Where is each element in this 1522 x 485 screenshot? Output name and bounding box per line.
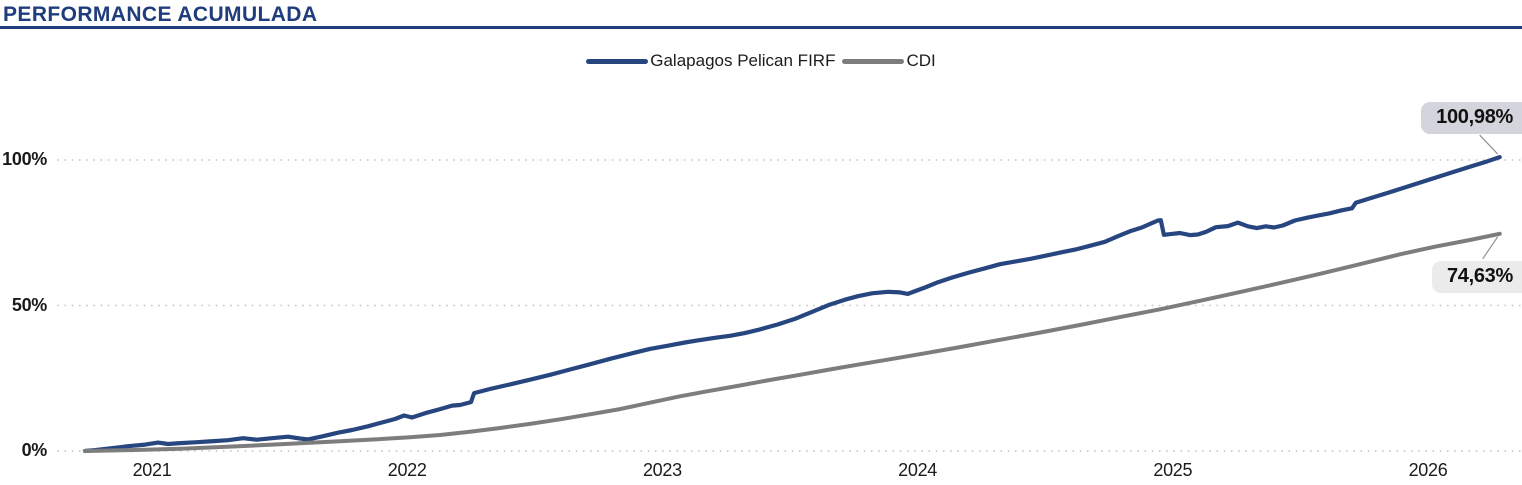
fund-leader-line <box>1479 134 1499 155</box>
x-tick-label: 2022 <box>387 460 427 480</box>
cdi-end-value-badge: 74,63% <box>1431 260 1522 293</box>
y-tick-label: 50% <box>11 294 47 315</box>
fund-end-value-badge: 100,98% <box>1421 102 1522 135</box>
x-tick-label: 2025 <box>1153 460 1193 480</box>
x-tick-label: 2021 <box>132 460 172 480</box>
fund-line-swatch-icon <box>586 58 649 64</box>
cdi-series-line <box>82 231 1502 453</box>
x-tick-label: 2023 <box>642 460 682 480</box>
legend-item-cdi: CDI <box>842 51 936 71</box>
cdi-line-swatch-icon <box>842 58 905 64</box>
legend-item-fund: Galapagos Pelican FIRF <box>586 51 835 71</box>
y-tick-label: 100% <box>2 149 47 169</box>
legend-label-fund: Galapagos Pelican FIRF <box>650 51 836 70</box>
cdi-leader-line <box>1482 236 1499 260</box>
page-title: PERFORMANCE ACUMULADA <box>3 3 318 26</box>
fund-series-line <box>82 155 1502 454</box>
x-tick-label: 2026 <box>1408 460 1448 480</box>
legend-label-cdi: CDI <box>906 51 936 70</box>
x-tick-label: 2024 <box>898 460 938 480</box>
chart-legend: Galapagos Pelican FIRF CDI <box>0 51 1522 71</box>
title-underline <box>0 26 1522 29</box>
y-tick-label: 0% <box>21 440 48 460</box>
